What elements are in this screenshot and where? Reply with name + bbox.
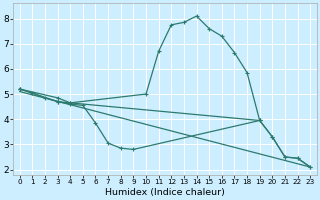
X-axis label: Humidex (Indice chaleur): Humidex (Indice chaleur) bbox=[105, 188, 225, 197]
